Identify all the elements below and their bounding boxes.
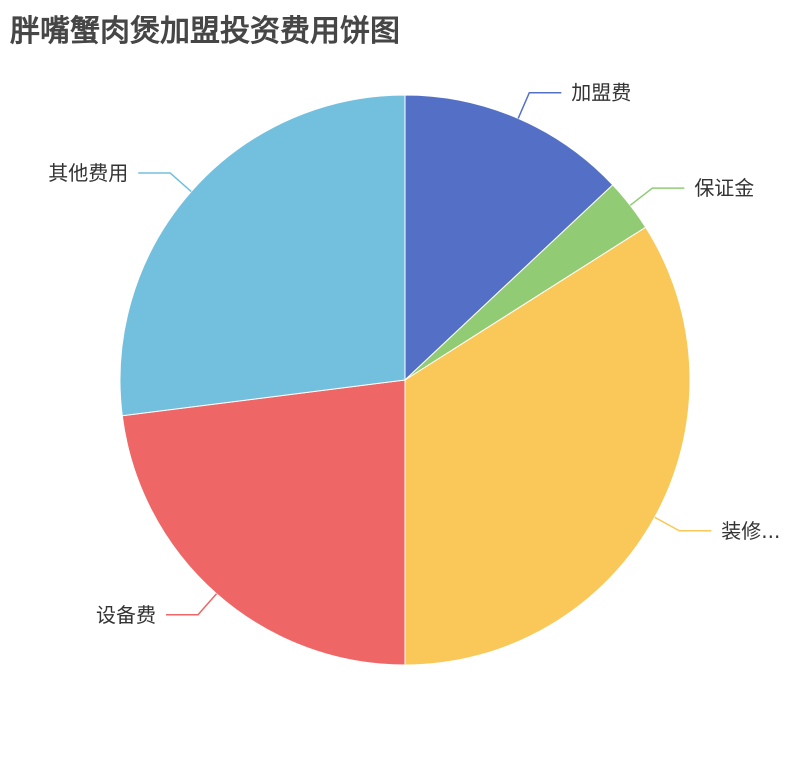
slice-label: 装修... — [721, 519, 780, 543]
pie-slice[interactable] — [404, 94, 614, 382]
label-line — [654, 516, 712, 532]
label-line — [629, 187, 685, 206]
slice-label: 保证金 — [694, 176, 754, 200]
pie-slice[interactable] — [404, 226, 691, 666]
label-line — [517, 91, 562, 119]
chart-title: 胖嘴蟹肉煲加盟投资费用饼图 — [10, 14, 400, 49]
label-line — [138, 172, 192, 193]
label-line — [166, 593, 218, 616]
pie-slice[interactable] — [119, 94, 406, 417]
pie-slice[interactable] — [121, 379, 406, 666]
slice-label: 其他费用 — [48, 161, 128, 185]
slice-label: 设备费 — [96, 603, 156, 627]
slice-label: 加盟费 — [571, 81, 631, 105]
